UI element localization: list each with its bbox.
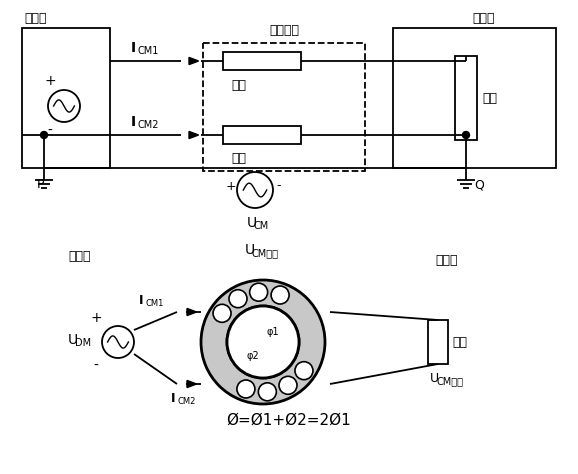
Text: CM2: CM2 [138,120,160,130]
Text: U: U [245,243,255,257]
Text: I: I [171,392,176,404]
Circle shape [258,383,276,401]
Text: I: I [131,41,136,55]
Text: 阻抗: 阻抗 [231,79,246,91]
Text: +: + [90,311,102,325]
Bar [455,56,477,140]
Text: 设备：: 设备： [435,254,458,266]
Text: CM2: CM2 [177,396,195,405]
Text: 电源：: 电源： [68,250,91,264]
Text: U: U [430,372,439,384]
Circle shape [213,304,231,322]
Text: -: - [277,180,281,192]
Text: CM1: CM1 [138,46,159,56]
Circle shape [250,283,268,301]
Circle shape [295,362,313,380]
Bar [223,126,301,144]
Text: Q: Q [474,179,484,191]
Circle shape [48,90,80,122]
Text: CM1: CM1 [145,300,164,309]
Text: CM线圈: CM线圈 [252,248,279,258]
Circle shape [462,131,469,138]
Bar [393,28,556,168]
Text: P: P [36,179,44,191]
Text: I: I [139,294,143,308]
Text: U: U [247,216,257,230]
Text: 阻抗: 阻抗 [482,91,497,104]
Text: -: - [94,359,98,373]
Bar [428,320,448,364]
Text: φ1: φ1 [266,327,279,337]
Bar [223,52,301,70]
Circle shape [237,172,273,208]
Circle shape [102,326,134,358]
Circle shape [229,290,247,308]
Bar [22,28,110,168]
Bar [203,43,365,171]
Polygon shape [189,131,199,138]
Text: 负载: 负载 [452,336,467,348]
Text: φ2: φ2 [247,351,260,361]
Text: U: U [68,333,78,347]
Text: Ø=Ø1+Ø2=2Ø1: Ø=Ø1+Ø2=2Ø1 [227,412,351,428]
Text: 电源：: 电源： [24,11,46,25]
Text: +: + [225,180,236,192]
Circle shape [40,131,47,138]
Circle shape [279,376,297,394]
Text: CM: CM [254,221,269,231]
Circle shape [271,286,289,304]
Text: +: + [44,74,56,88]
Text: 阻抗: 阻抗 [231,153,246,165]
Text: I: I [131,115,136,129]
Circle shape [237,380,255,398]
Text: 设备：: 设备： [473,11,495,25]
Circle shape [227,306,299,378]
Text: DM: DM [75,338,91,348]
Polygon shape [189,57,199,64]
Polygon shape [187,309,197,316]
Text: 共模滤波: 共模滤波 [269,24,299,36]
Polygon shape [187,381,197,388]
Text: -: - [47,124,53,138]
Text: CM负载: CM负载 [436,376,463,386]
